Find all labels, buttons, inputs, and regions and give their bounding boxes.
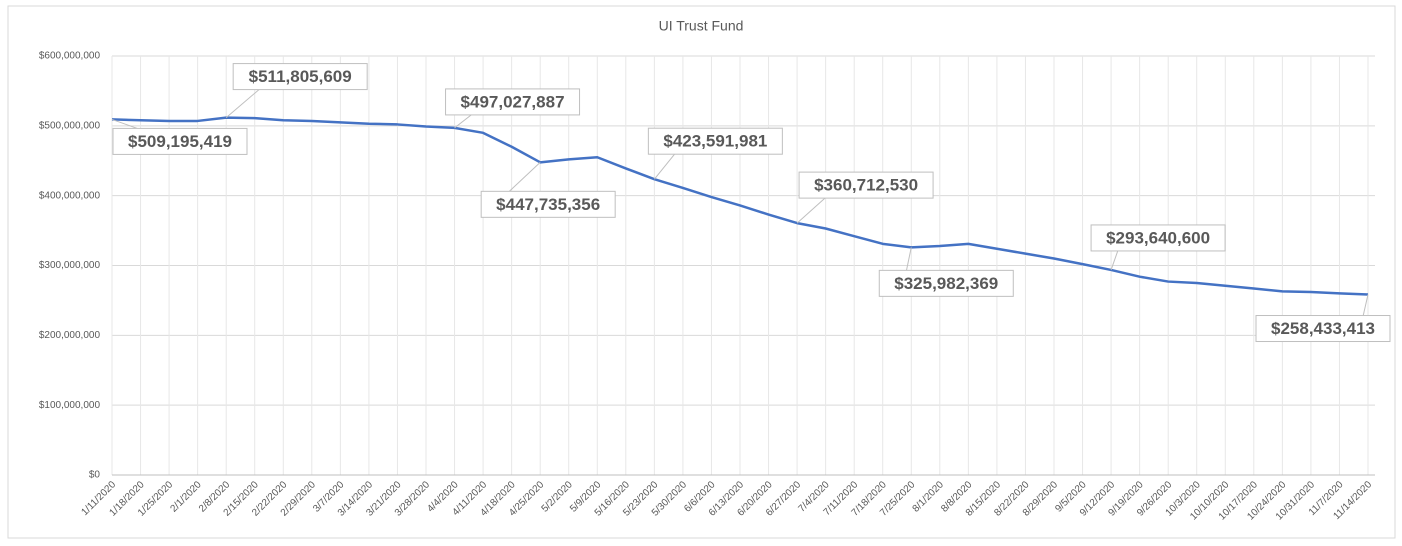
chart-title: UI Trust Fund — [659, 18, 744, 34]
value-label: $447,735,356 — [496, 195, 600, 214]
y-tick-label: $100,000,000 — [39, 400, 101, 411]
y-tick-label: $400,000,000 — [39, 190, 101, 201]
leader-line — [111, 118, 141, 130]
label-box — [112, 127, 248, 155]
leader-line — [1362, 294, 1369, 317]
data-line — [111, 116, 1369, 296]
label-box — [480, 190, 616, 218]
value-label: $511,805,609 — [249, 67, 352, 86]
y-tick-label: $0 — [89, 470, 101, 481]
leader-line — [796, 196, 827, 224]
chart-border — [7, 5, 1396, 539]
leader-line — [905, 247, 912, 272]
y-tick-label: $500,000,000 — [39, 120, 101, 131]
value-label: $258,433,413 — [1271, 319, 1375, 338]
label-box — [445, 88, 581, 116]
value-label: $497,027,887 — [461, 92, 565, 111]
leader-line — [225, 88, 261, 118]
leader-line — [653, 152, 676, 180]
y-tick-label: $600,000,000 — [39, 51, 101, 62]
value-label: $423,591,981 — [663, 132, 767, 151]
label-box — [1255, 315, 1391, 343]
label-box — [878, 269, 1014, 297]
value-label: $293,640,600 — [1106, 228, 1210, 247]
label-box — [1090, 224, 1226, 252]
label-box — [647, 127, 783, 155]
leader-line — [454, 113, 473, 129]
leader-line — [1110, 249, 1119, 271]
value-label: $509,195,419 — [128, 132, 232, 151]
label-box — [232, 63, 368, 91]
y-tick-label: $300,000,000 — [39, 260, 101, 271]
y-tick-label: $200,000,000 — [39, 330, 101, 341]
value-label: $325,982,369 — [894, 274, 998, 293]
leader-line — [507, 161, 541, 193]
label-box — [798, 171, 934, 199]
value-label: $360,712,530 — [814, 176, 918, 195]
